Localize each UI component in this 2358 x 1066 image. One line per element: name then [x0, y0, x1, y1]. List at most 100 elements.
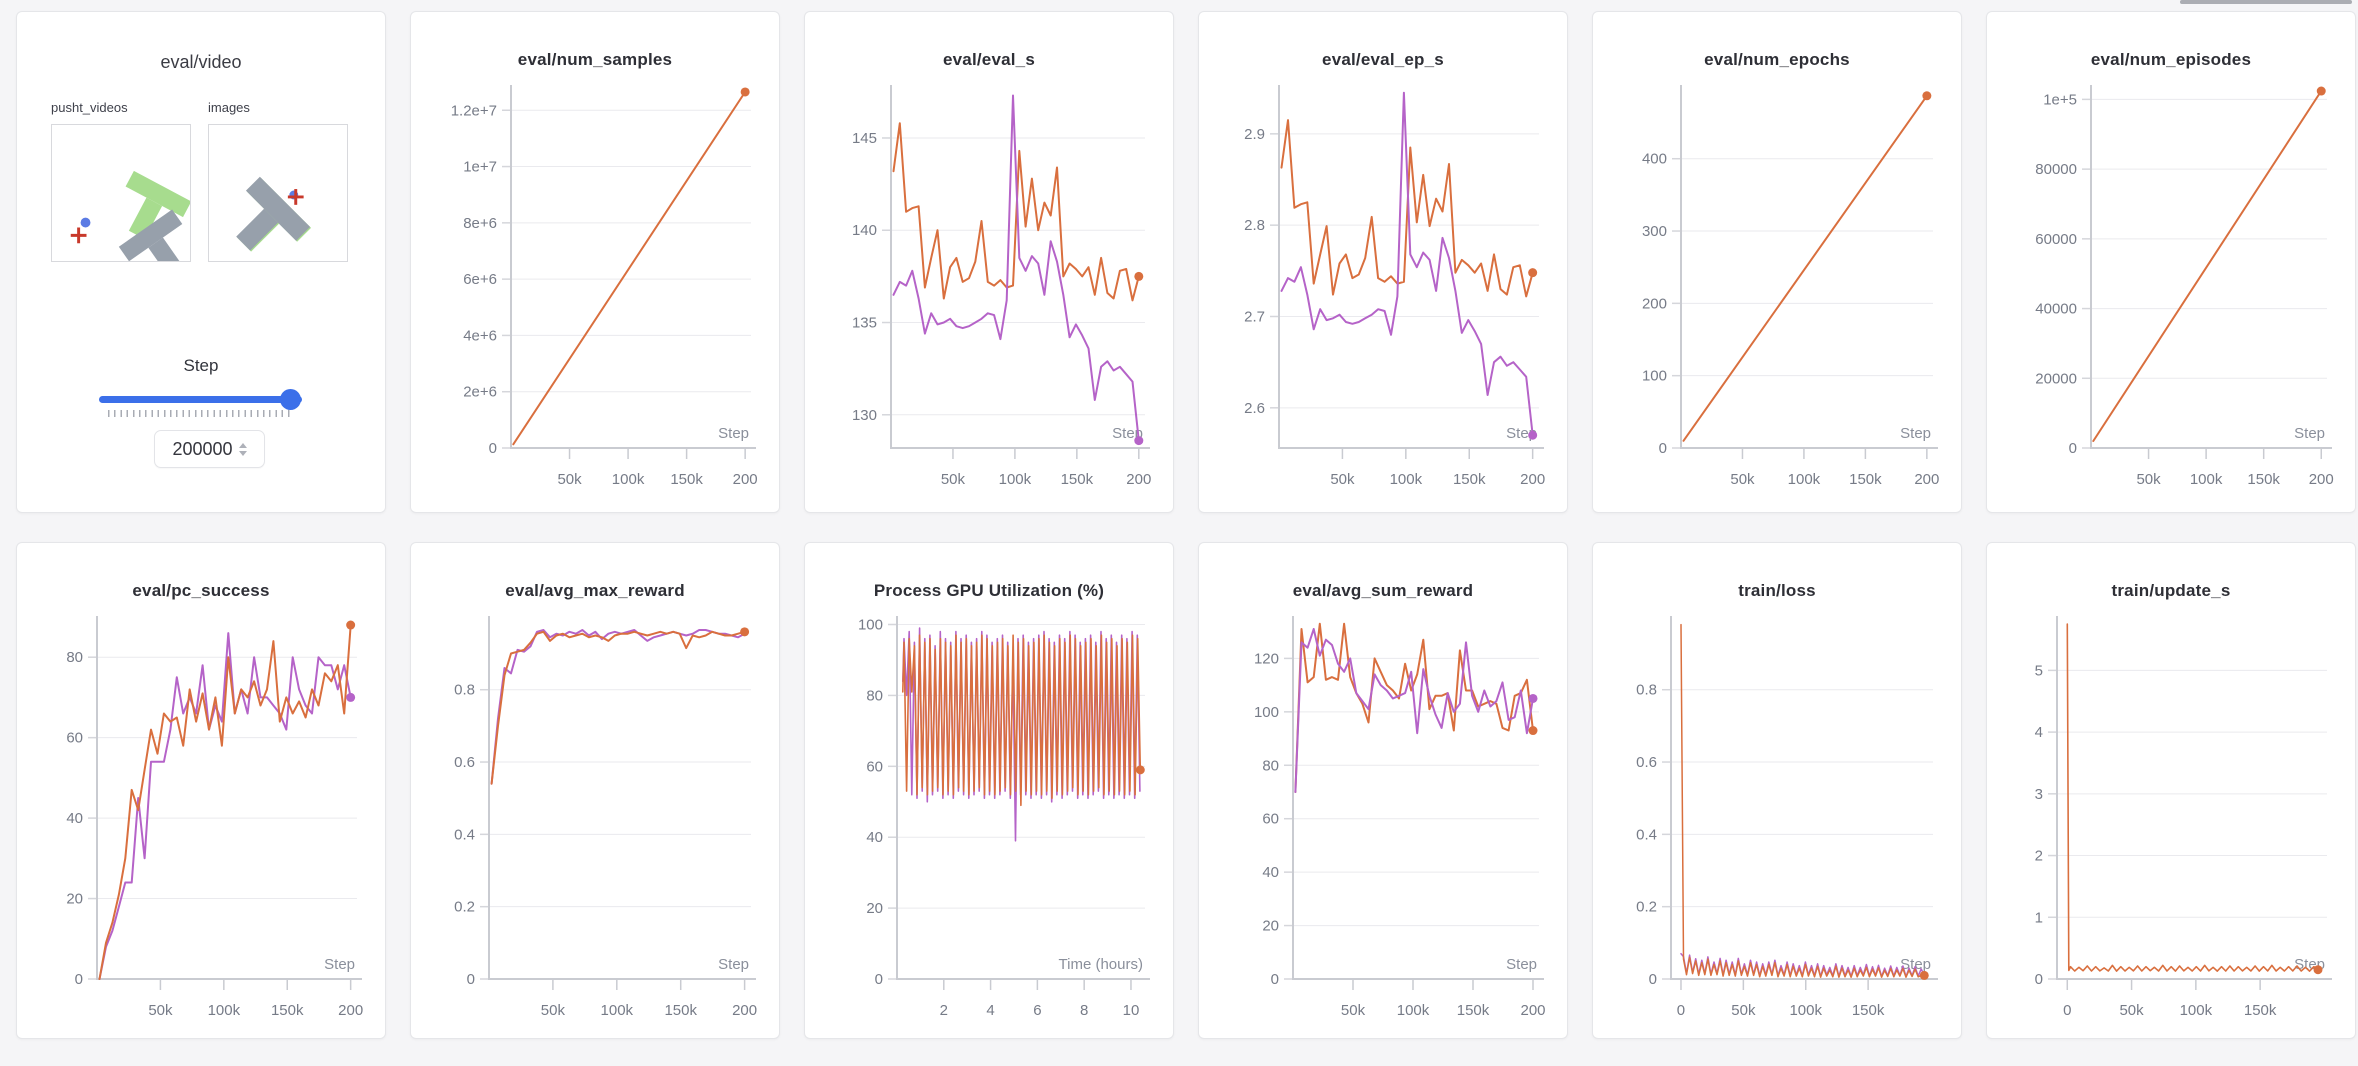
svg-text:8: 8	[1080, 1002, 1088, 1019]
chart-svg-eval_num_epochs[interactable]: 0 100 200 300 400 50k 100k 150k 200 Step	[1593, 80, 1961, 500]
svg-text:50k: 50k	[2136, 471, 2161, 488]
svg-text:0.4: 0.4	[454, 826, 475, 843]
svg-text:4e+6: 4e+6	[463, 327, 497, 344]
chart-svg-eval_num_samples[interactable]: 0 2e+6 4e+6 6e+6 8e+6 1e+7 1.2e+7 50k 100k 150k 20…	[411, 80, 779, 500]
svg-text:1.2e+7: 1.2e+7	[451, 102, 497, 119]
svg-text:0: 0	[75, 971, 83, 988]
svg-text:60: 60	[866, 758, 883, 775]
svg-text:Step: Step	[718, 425, 749, 442]
svg-text:20: 20	[1262, 918, 1279, 935]
svg-text:8e+6: 8e+6	[463, 215, 497, 232]
svg-text:200: 200	[1520, 471, 1545, 488]
svg-text:50k: 50k	[1730, 471, 1755, 488]
svg-text:200: 200	[1126, 471, 1151, 488]
svg-text:0.8: 0.8	[454, 682, 475, 699]
chart-svg-process_gpu_utilization[interactable]: 0 20 40 60 80 100 2 4 6 8 10 Time (hours)	[805, 611, 1173, 1031]
svg-text:0.8: 0.8	[1636, 682, 1657, 699]
svg-text:3: 3	[2035, 786, 2043, 803]
svg-text:130: 130	[852, 407, 877, 424]
svg-text:0: 0	[2035, 971, 2043, 988]
chart-svg-eval_pc_success[interactable]: 0 20 40 60 80 50k 100k 150k 200 Step	[17, 611, 385, 1031]
svg-text:100: 100	[1254, 704, 1279, 721]
svg-text:6: 6	[1033, 1002, 1041, 1019]
svg-text:150k: 150k	[1457, 1002, 1490, 1019]
chart-title: eval/num_episodes	[2090, 50, 2252, 69]
chart-panel-eval_avg_max_reward: eval/avg_max_reward 0 0.2 0.4 0.6 0.8 50k 100k…	[410, 542, 780, 1039]
chart-title: eval/avg_sum_reward	[1292, 581, 1474, 600]
svg-text:60000: 60000	[2035, 231, 2077, 248]
svg-text:1e+5: 1e+5	[2043, 91, 2077, 108]
svg-text:Time (hours): Time (hours)	[1059, 956, 1143, 973]
svg-text:150k: 150k	[2244, 1002, 2277, 1019]
svg-text:80: 80	[66, 649, 83, 666]
chart-title: eval/eval_ep_s	[1322, 50, 1444, 69]
svg-text:100k: 100k	[1397, 1002, 1430, 1019]
pusht-video-thumbnail[interactable]	[51, 124, 192, 276]
svg-text:100k: 100k	[208, 1002, 241, 1019]
svg-text:150k: 150k	[670, 471, 703, 488]
svg-text:200: 200	[1914, 471, 1939, 488]
svg-text:135: 135	[852, 315, 877, 332]
block-t-shape	[236, 176, 311, 251]
svg-text:150k: 150k	[1453, 471, 1486, 488]
svg-text:100k: 100k	[999, 471, 1032, 488]
horizontal-scrollbar-thumb[interactable]	[2180, 0, 2352, 4]
chart-panel-eval_num_epochs: eval/num_epochs 0 100 200 300 400 50k 100k 150k…	[1592, 11, 1962, 513]
svg-text:200: 200	[1642, 295, 1667, 312]
svg-text:50k: 50k	[1341, 1002, 1366, 1019]
svg-text:2.9: 2.9	[1244, 126, 1265, 143]
agent-dot	[80, 217, 91, 228]
step-input-spinner[interactable]	[238, 442, 247, 456]
images-thumbnail[interactable]	[208, 124, 348, 262]
svg-text:1: 1	[2035, 909, 2043, 926]
svg-text:100k: 100k	[1390, 471, 1423, 488]
svg-text:50k: 50k	[1731, 1002, 1756, 1019]
svg-text:0: 0	[875, 971, 883, 988]
chart-title: eval/eval_s	[942, 50, 1035, 69]
svg-text:2: 2	[2035, 848, 2043, 865]
chart-panel-eval_num_samples: eval/num_samples 0 2e+6 4e+6 6e+6 8e+6 1e+7 1.…	[410, 11, 780, 513]
svg-text:100: 100	[858, 617, 883, 634]
svg-text:40: 40	[1262, 864, 1279, 881]
chart-title: train/loss	[1738, 581, 1816, 600]
chart-svg-train_loss[interactable]: 0 0.2 0.4 0.6 0.8 0 50k 100k 150k Step	[1593, 611, 1961, 1031]
svg-text:0: 0	[467, 971, 475, 988]
svg-text:20000: 20000	[2035, 370, 2077, 387]
chart-svg-eval_eval_s[interactable]: 130 135 140 145 50k 100k 150k 200 Step	[805, 80, 1173, 500]
svg-text:150k: 150k	[664, 1002, 697, 1019]
step-slider-handle[interactable]	[280, 389, 302, 410]
svg-text:150k: 150k	[1852, 1002, 1885, 1019]
chart-panel-eval_avg_sum_reward: eval/avg_sum_reward 0 20 40 60 80 100 120 50k 10…	[1198, 542, 1568, 1039]
chart-title: eval/num_samples	[517, 50, 673, 69]
svg-text:50k: 50k	[2119, 1002, 2144, 1019]
step-slider[interactable]	[99, 396, 302, 403]
svg-text:Step: Step	[1112, 425, 1143, 442]
chart-svg-eval_avg_sum_reward[interactable]: 0 20 40 60 80 100 120 50k 100k 150k 200 Step	[1199, 611, 1567, 1031]
svg-text:100k: 100k	[1789, 1002, 1822, 1019]
svg-text:0: 0	[489, 440, 497, 457]
svg-text:5: 5	[2035, 662, 2043, 679]
chart-panel-eval_eval_s: eval/eval_s 130 135 140 145 50k 100k 150k 200 St…	[804, 11, 1174, 513]
svg-text:20: 20	[866, 900, 883, 917]
chart-svg-eval_num_episodes[interactable]: 0 20000 40000 60000 80000 1e+5 50k 100k 150k 200 S…	[1987, 80, 2355, 500]
svg-text:80000: 80000	[2035, 161, 2077, 178]
svg-text:10: 10	[1123, 1002, 1140, 1019]
svg-text:Step: Step	[1506, 956, 1537, 973]
step-input[interactable]: 200000	[154, 430, 265, 468]
chart-title: train/update_s	[2111, 581, 2231, 600]
chart-svg-eval_avg_max_reward[interactable]: 0 0.2 0.4 0.6 0.8 50k 100k 150k 200 Step	[411, 611, 779, 1031]
spinner-down-icon[interactable]	[238, 450, 247, 456]
svg-text:100k: 100k	[612, 471, 645, 488]
panel-grid: eval/video pusht_videos images	[16, 11, 2356, 1039]
svg-text:400: 400	[1642, 151, 1667, 168]
svg-text:200: 200	[732, 1002, 757, 1019]
svg-text:0: 0	[1659, 440, 1667, 457]
spinner-up-icon[interactable]	[238, 442, 247, 448]
svg-text:0: 0	[1677, 1002, 1685, 1019]
chart-panel-process_gpu_utilization: Process GPU Utilization (%) 0 20 40 60 80 100…	[804, 542, 1174, 1039]
svg-text:150k: 150k	[1061, 471, 1094, 488]
video-panel-title: eval/video	[160, 52, 242, 72]
svg-text:140: 140	[852, 222, 877, 239]
